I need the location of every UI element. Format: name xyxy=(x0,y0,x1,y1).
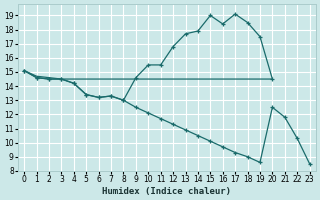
X-axis label: Humidex (Indice chaleur): Humidex (Indice chaleur) xyxy=(102,187,231,196)
